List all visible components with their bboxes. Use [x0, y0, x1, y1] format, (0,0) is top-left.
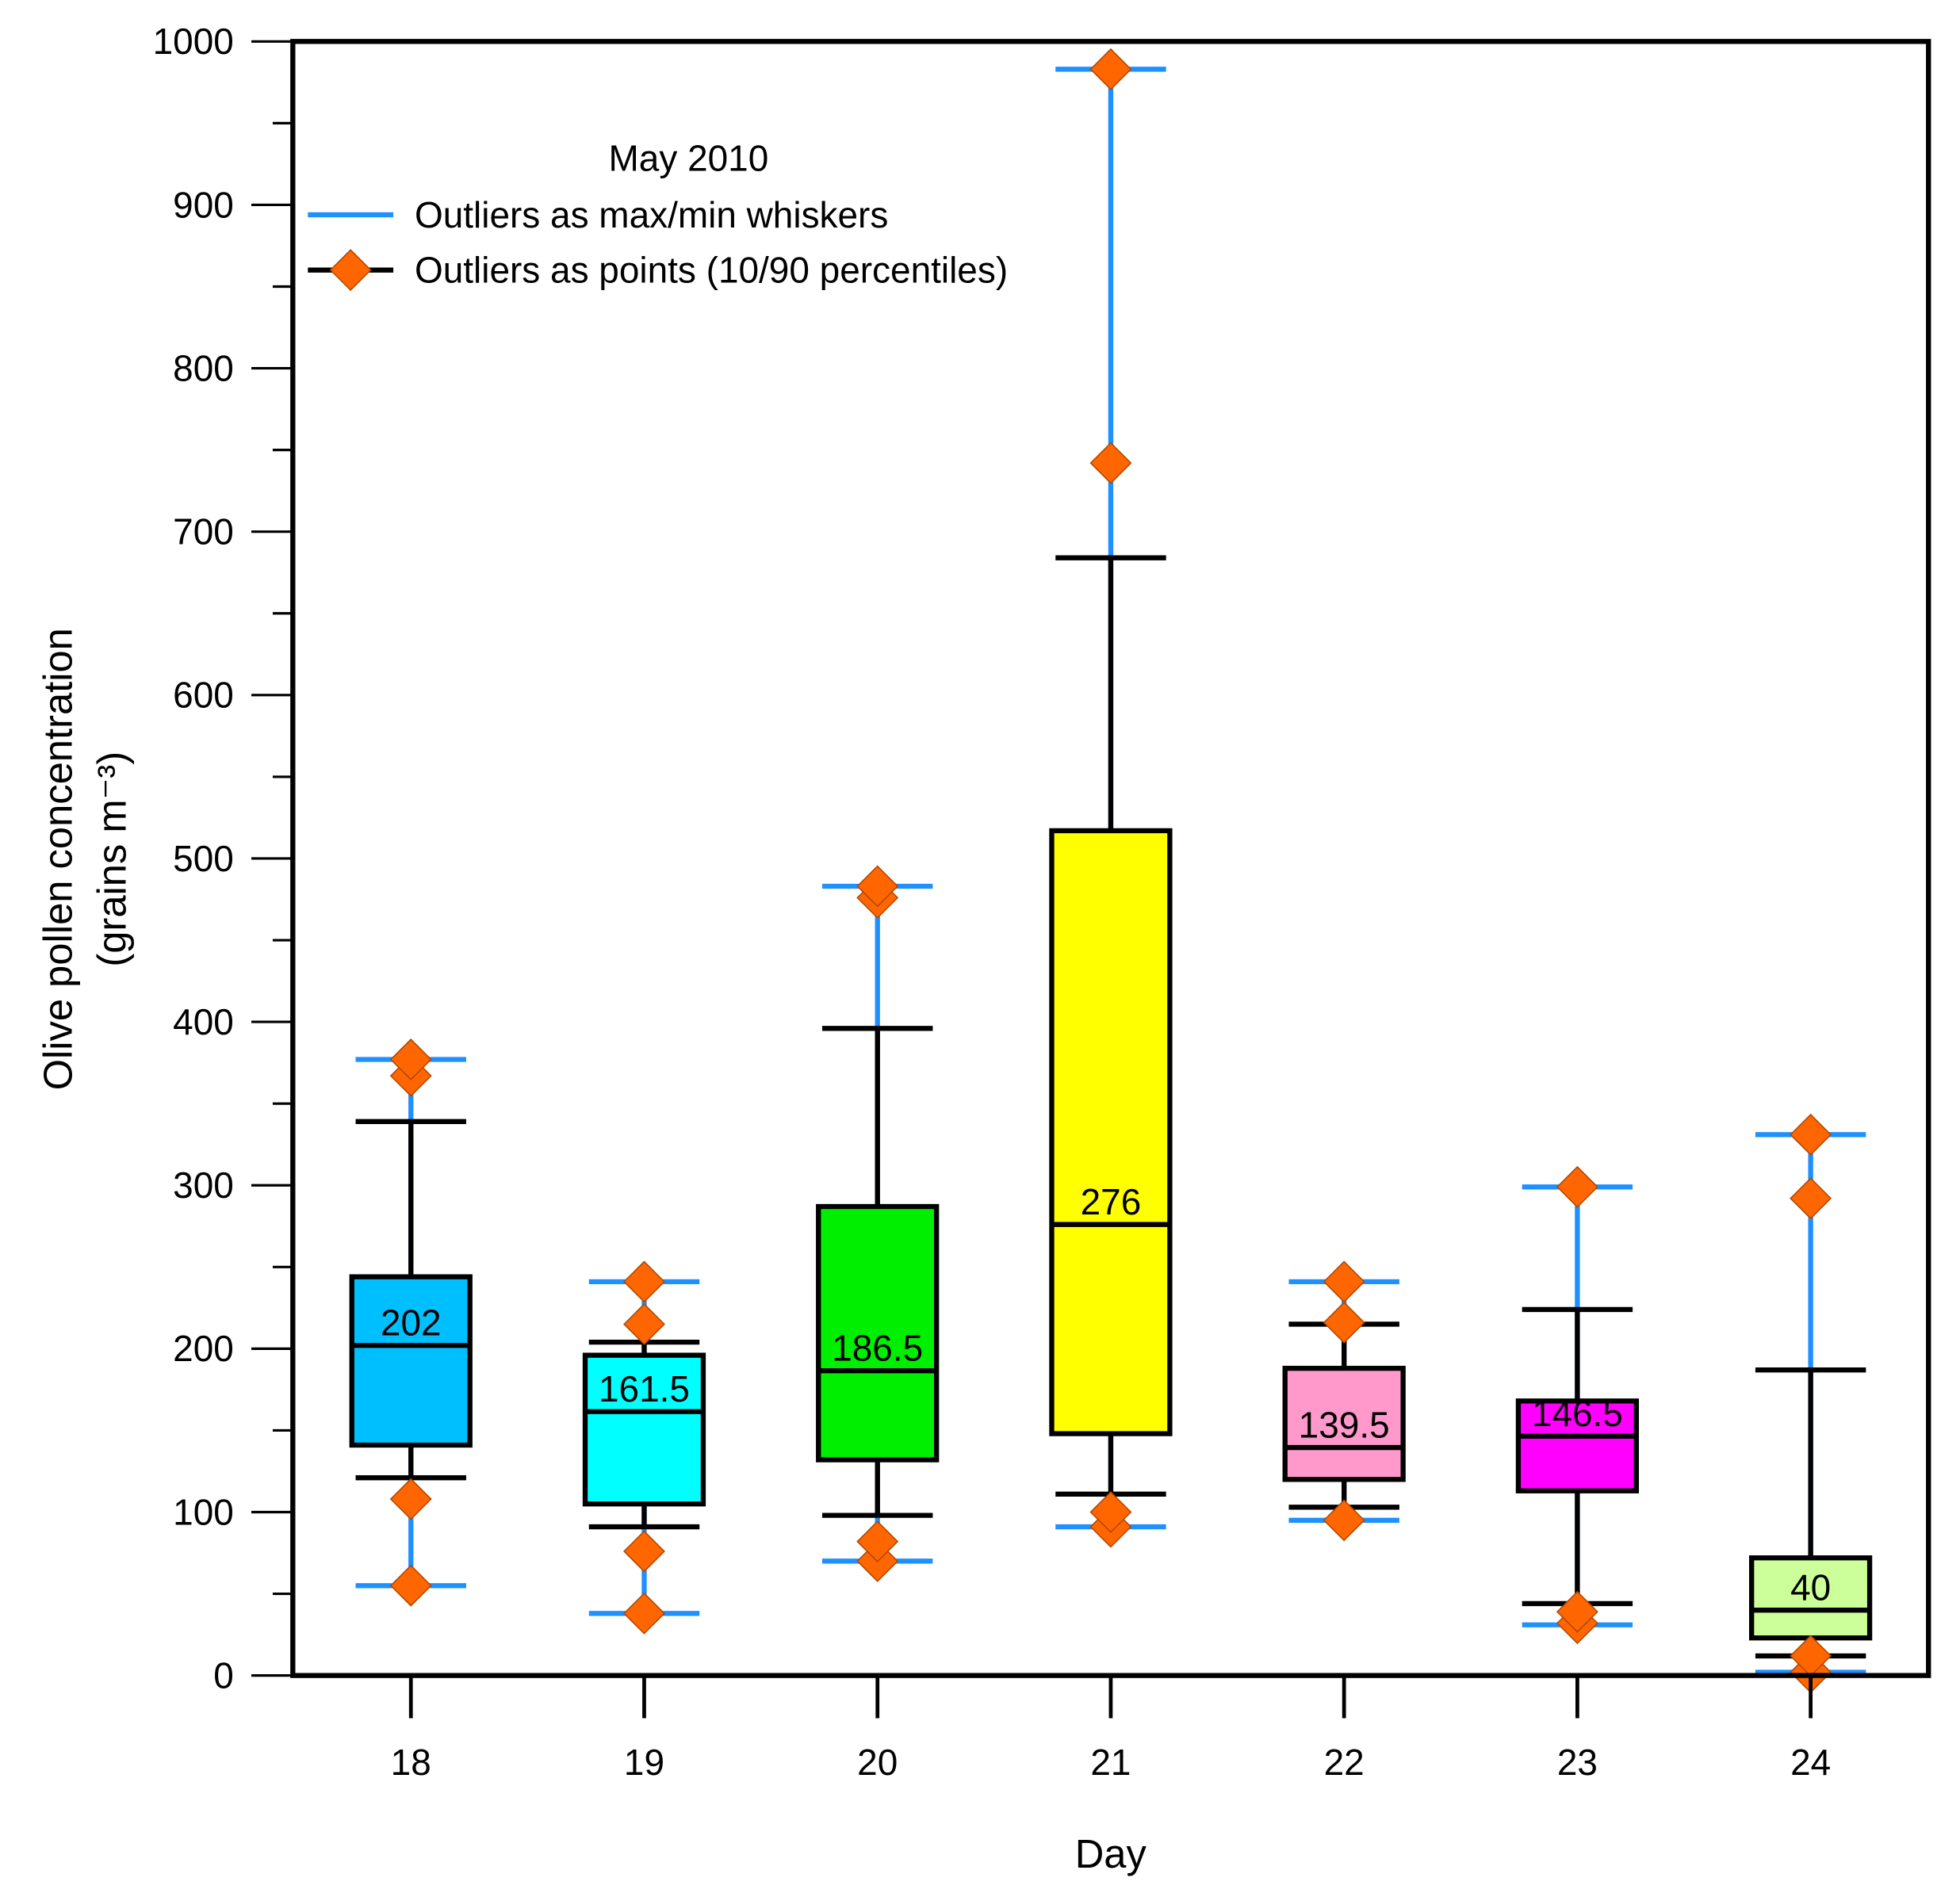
y-tick-label: 600: [173, 675, 234, 716]
box-day-19: 161.5: [582, 1260, 706, 1635]
outlier-point: [1323, 1301, 1365, 1344]
median-label: 161.5: [599, 1368, 690, 1409]
x-tick-label: 18: [391, 1742, 431, 1783]
y-tick-label: 700: [173, 511, 234, 553]
y-tick-label: 1000: [153, 21, 234, 62]
x-axis-label: Day: [1075, 1831, 1147, 1876]
x-tick-label: 21: [1090, 1742, 1131, 1783]
iqr-box: [1282, 1365, 1406, 1482]
box-day-21: 276: [1049, 48, 1173, 1548]
outlier-point: [623, 1260, 665, 1303]
y-tick-label: 200: [173, 1328, 234, 1369]
box-day-22: 139.5: [1282, 1260, 1406, 1542]
median-label: 186.5: [832, 1328, 923, 1369]
median-label: 146.5: [1532, 1393, 1623, 1434]
iqr-box: [349, 1274, 473, 1448]
box-day-20: 186.5: [816, 865, 940, 1582]
box-day-23: 146.5: [1515, 1165, 1640, 1645]
median-label: 202: [381, 1302, 442, 1344]
x-tick-label: 23: [1557, 1742, 1598, 1783]
legend-label-minmax: Outliers as max/min whiskers: [415, 194, 888, 235]
box-day-24: 40: [1748, 1113, 1873, 1693]
outlier-point: [389, 1038, 432, 1080]
iqr-box: [1049, 828, 1173, 1436]
outlier-point: [1790, 1177, 1832, 1220]
x-tick-label: 19: [624, 1742, 664, 1783]
y-axis-label: Olive pollen concentration: [35, 628, 80, 1090]
median-label: 276: [1081, 1181, 1142, 1222]
iqr-box: [1748, 1555, 1873, 1641]
outlier-point: [856, 865, 899, 908]
box-day-18: 202: [349, 1038, 473, 1607]
y-tick-label: 100: [173, 1491, 234, 1532]
outlier-point: [623, 1302, 665, 1345]
outlier-point: [389, 1564, 432, 1607]
iqr-box: [816, 1203, 940, 1463]
iqr-box: [1515, 1398, 1640, 1493]
outlier-point: [1323, 1260, 1365, 1303]
outlier-point: [623, 1592, 665, 1635]
outlier-point: [1556, 1590, 1598, 1633]
outlier-point: [856, 1520, 899, 1563]
y-axis-label-units: (grains m⁻³): [90, 751, 135, 967]
y-tick-label: 400: [173, 1001, 234, 1042]
y-tick-label: 900: [173, 184, 234, 225]
iqr-box: [582, 1352, 706, 1507]
outlier-point: [1089, 1491, 1132, 1533]
outlier-point: [389, 1478, 432, 1520]
x-tick-label: 24: [1790, 1742, 1831, 1783]
outlier-point: [623, 1530, 665, 1573]
outlier-point: [1089, 442, 1132, 484]
median-label: 139.5: [1299, 1404, 1390, 1445]
legend-diamond-icon: [329, 249, 372, 292]
y-tick-label: 300: [173, 1164, 234, 1206]
legend-label-points: Outliers as points (10/90 percentiles): [415, 249, 1008, 290]
outlier-point: [1556, 1165, 1598, 1208]
outlier-point: [1790, 1113, 1832, 1156]
outlier-point: [1323, 1499, 1365, 1542]
median-label: 40: [1790, 1567, 1831, 1608]
y-tick-label: 0: [213, 1654, 234, 1696]
legend-title: May 2010: [609, 137, 769, 178]
x-tick-label: 20: [857, 1742, 898, 1783]
outlier-point: [1089, 48, 1132, 90]
y-tick-label: 500: [173, 838, 234, 879]
x-tick-label: 22: [1324, 1742, 1365, 1783]
y-tick-label: 800: [173, 347, 234, 388]
